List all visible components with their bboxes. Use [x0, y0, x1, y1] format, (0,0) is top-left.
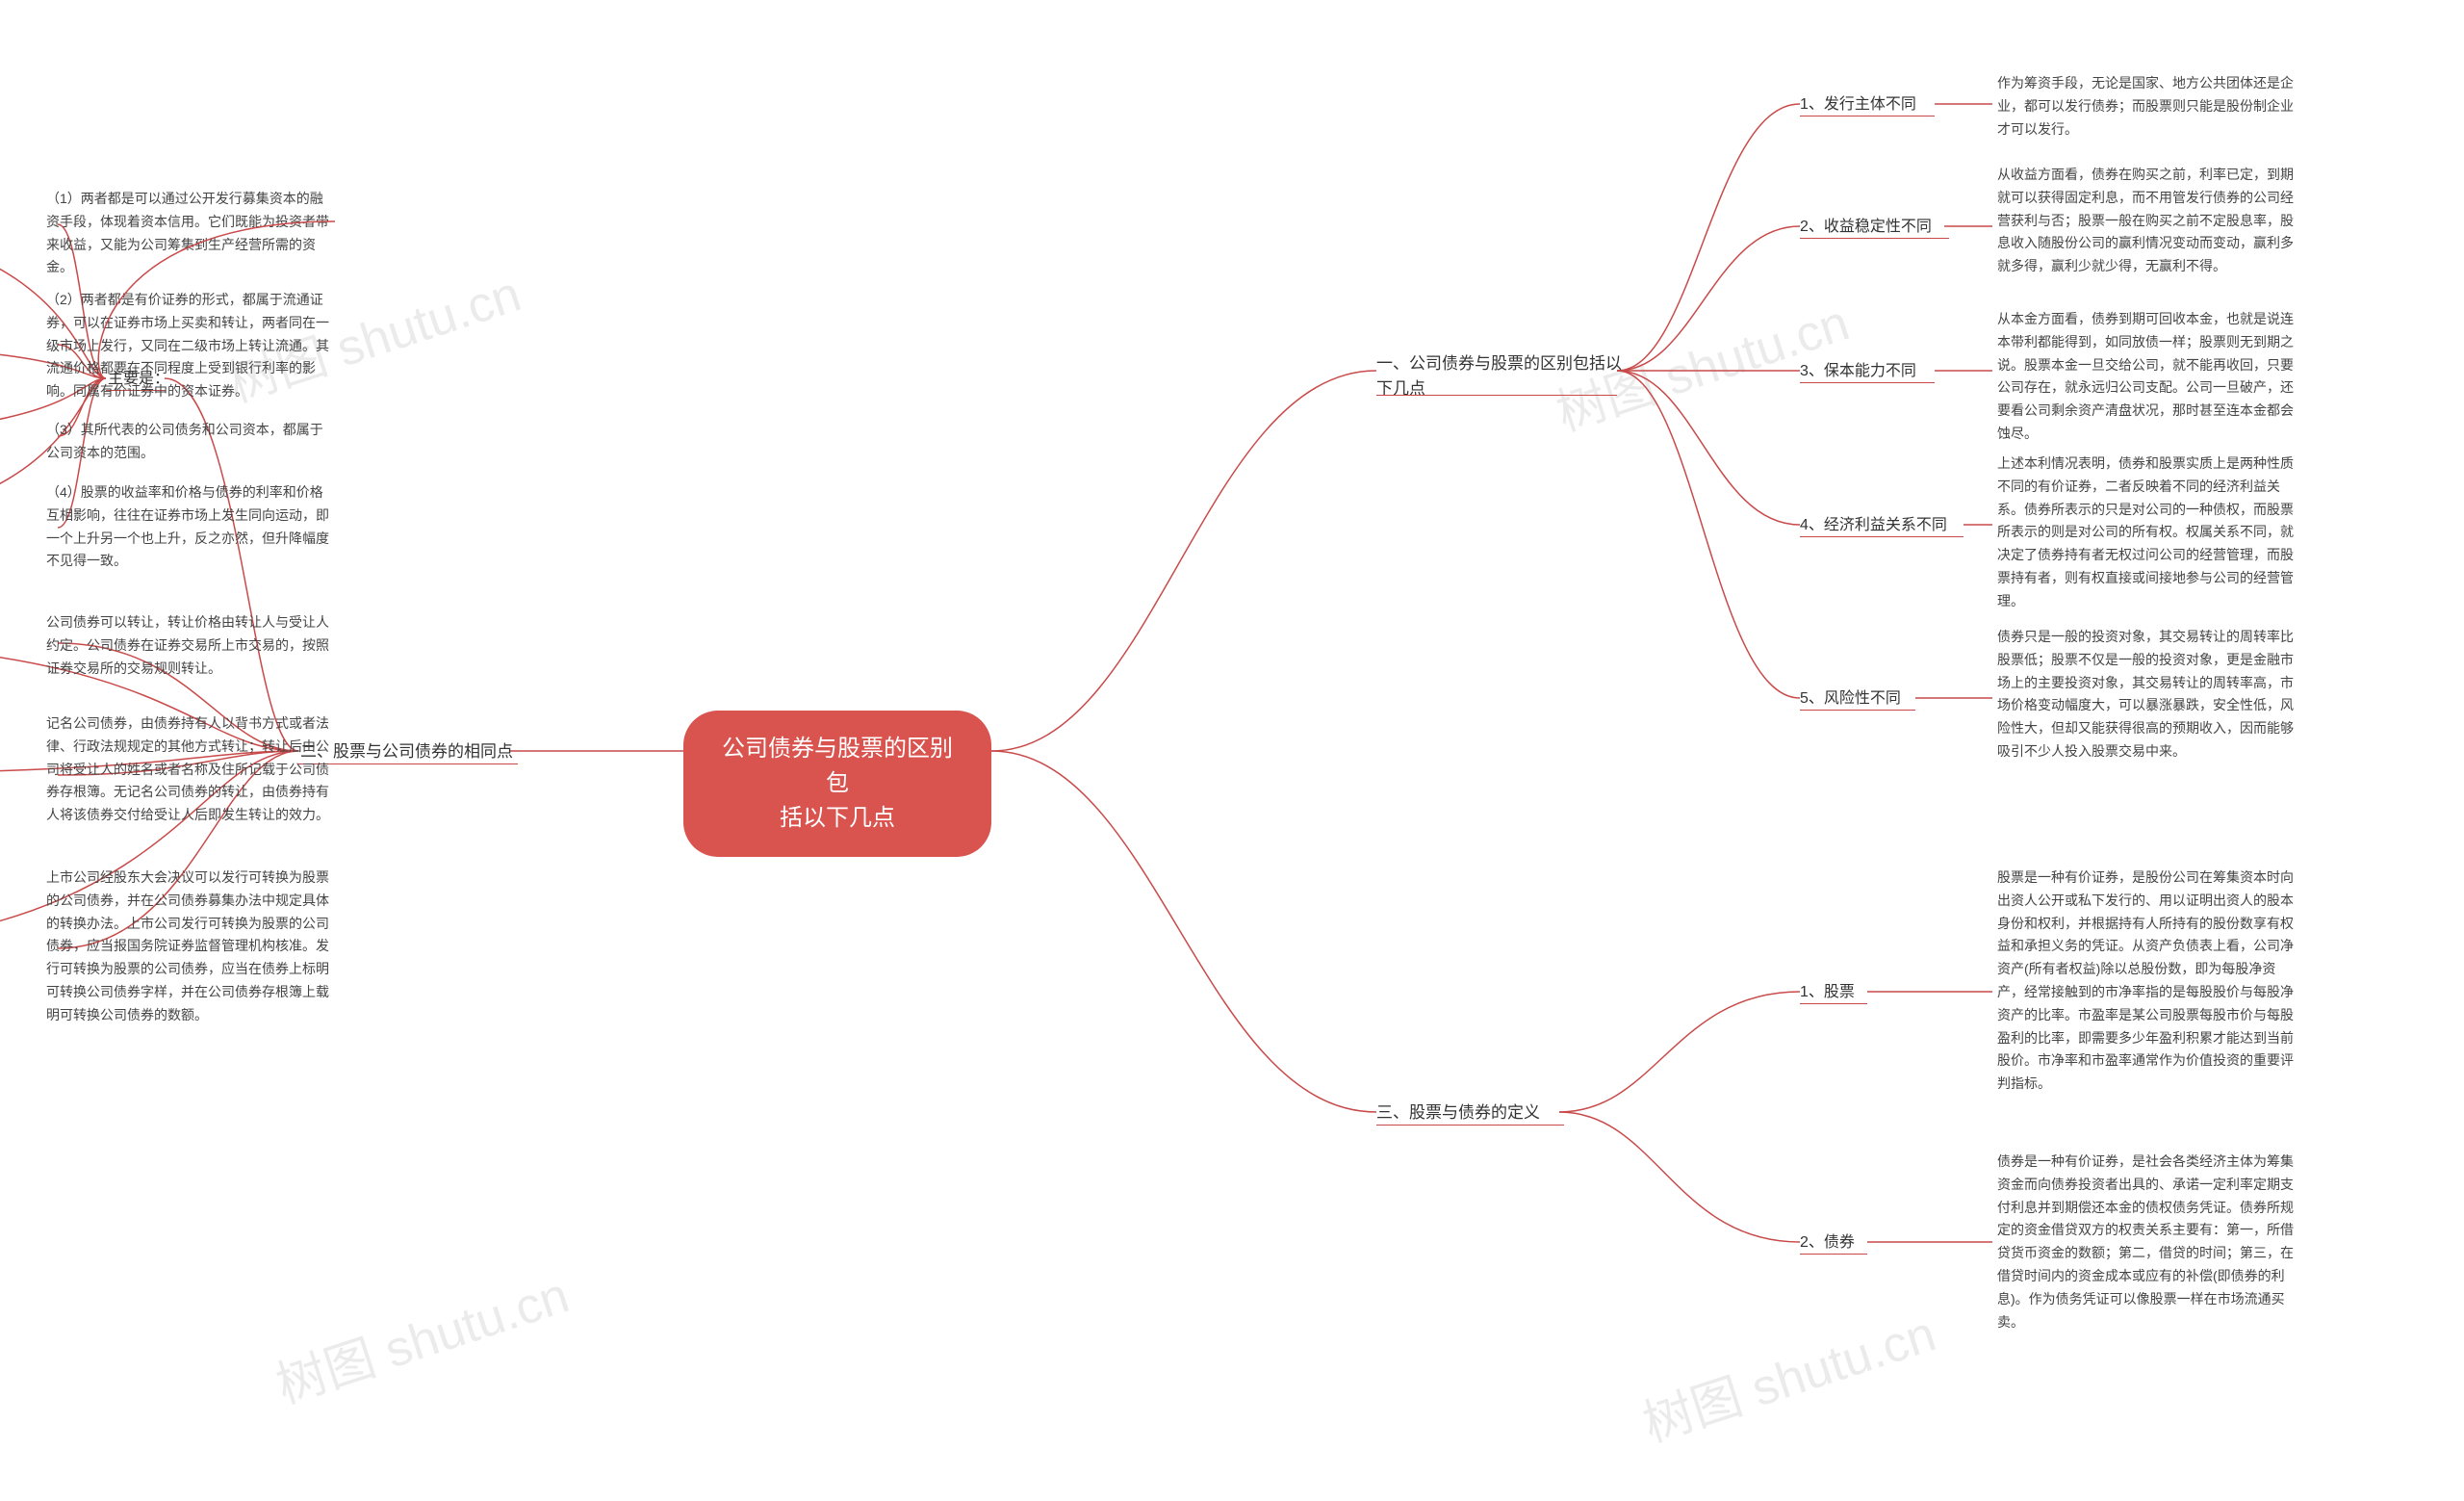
underline	[1376, 1125, 1564, 1126]
center-title-l2: 括以下几点	[780, 805, 895, 831]
s3-item2-text: 债券是一种有价证券，是社会各类经济主体为筹集资金而向债券投资者出具的、承诺一定利…	[1997, 1151, 2296, 1333]
underline	[1800, 1003, 1867, 1004]
s1-item3-label: 3、保本能力不同	[1800, 361, 1916, 382]
s1-item4-text: 上述本利情况表明，债券和股票实质上是两种性质不同的有价证券，二者反映着不同的经济…	[1997, 453, 2296, 613]
underline	[298, 763, 518, 764]
s1-item5-text: 债券只是一般的投资对象，其交易转让的周转率比股票低；股票不仅是一般的投资对象，更…	[1997, 626, 2296, 763]
s1-item3-text: 从本金方面看，债券到期可回收本金，也就是说连本带利都能得到，如同放债一样；股票则…	[1997, 308, 2296, 446]
s2-main-item3: （3）其所代表的公司债务和公司资本，都属于公司资本的范围。	[46, 419, 335, 465]
s3-item1-label: 1、股票	[1800, 982, 1855, 1003]
s1-item5-label: 5、风险性不同	[1800, 688, 1901, 710]
underline	[1800, 1254, 1867, 1255]
underline	[1800, 536, 1964, 537]
center-node: 公司债券与股票的区别包 括以下几点	[683, 711, 991, 857]
center-title-l1: 公司债券与股票的区别包	[722, 736, 953, 796]
s2-extra-item2: 记名公司债券，由债券持有人以背书方式或者法律、行政法规规定的其他方式转让；转让后…	[46, 712, 335, 827]
s1-item4-label: 4、经济利益关系不同	[1800, 515, 1947, 536]
s2-main-item2: （2）两者都是有价证券的形式，都属于流通证券，可以在证券市场上买卖和转让，两者同…	[46, 289, 335, 403]
section1-label-l1: 一、公司债券与股票的区别包括以	[1376, 354, 1622, 373]
s2-extra-item3: 上市公司经股东大会决议可以发行可转换为股票的公司债券，并在公司债券募集办法中规定…	[46, 867, 335, 1027]
s2-main-item1: （1）两者都是可以通过公开发行募集资本的融资手段，体现着资本信用。它们既能为投资…	[46, 188, 335, 279]
section2-label: 二、股票与公司债券的相同点	[300, 739, 513, 764]
s2-extra-item1: 公司债券可以转让，转让价格由转让人与受让人约定。公司债券在证券交易所上市交易的，…	[46, 611, 335, 680]
s3-item1-text: 股票是一种有价证券，是股份公司在筹集资本时向出资人公开或私下发行的、用以证明出资…	[1997, 867, 2296, 1096]
section1-label: 一、公司债券与股票的区别包括以 下几点	[1376, 351, 1627, 401]
s1-item2-text: 从收益方面看，债券在购买之前，利率已定，到期就可以获得固定利息，而不用管发行债券…	[1997, 164, 2296, 278]
watermark: 树图 shutu.cn	[266, 1255, 577, 1417]
s1-item1-text: 作为筹资手段，无论是国家、地方公共团体还是企业，都可以发行债券；而股票则只能是股…	[1997, 72, 2296, 141]
underline	[106, 390, 166, 391]
section3-label: 三、股票与债券的定义	[1376, 1100, 1540, 1126]
s1-item2-label: 2、收益稳定性不同	[1800, 217, 1932, 238]
s3-item2-label: 2、债券	[1800, 1232, 1855, 1254]
underline	[1800, 238, 1949, 239]
underline	[1800, 710, 1915, 711]
watermark: 树图 shutu.cn	[1632, 1293, 1943, 1456]
s2-main-label: 主要是：	[108, 369, 169, 390]
underline	[1800, 382, 1935, 383]
s2-main-item4: （4）股票的收益率和价格与债券的利率和价格互相影响，往往在证券市场上发生同向运动…	[46, 481, 335, 573]
s1-item1-label: 1、发行主体不同	[1800, 94, 1916, 116]
underline	[1376, 395, 1617, 396]
